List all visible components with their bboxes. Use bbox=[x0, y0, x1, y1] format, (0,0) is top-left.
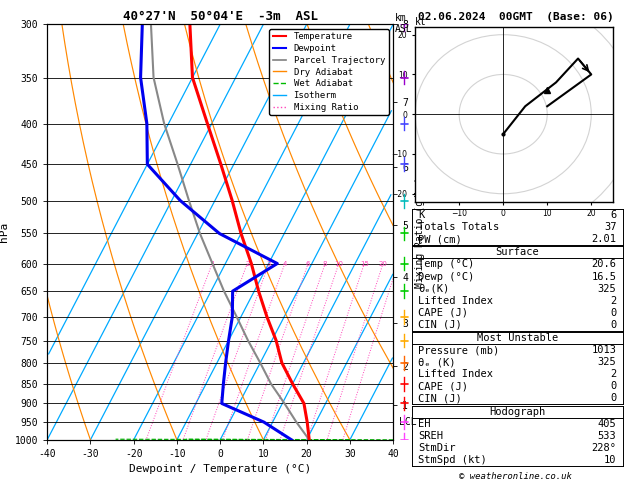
Text: StmDir: StmDir bbox=[418, 443, 456, 453]
Text: 4: 4 bbox=[282, 261, 287, 267]
Text: EH: EH bbox=[418, 418, 431, 429]
Text: 2: 2 bbox=[245, 261, 250, 267]
Text: Lifted Index: Lifted Index bbox=[418, 295, 493, 306]
Text: ASL: ASL bbox=[395, 24, 413, 35]
Text: kt: kt bbox=[415, 17, 427, 27]
Text: StmSpd (kt): StmSpd (kt) bbox=[418, 455, 487, 465]
Text: θₑ(K): θₑ(K) bbox=[418, 283, 450, 294]
Text: 8: 8 bbox=[323, 261, 328, 267]
Text: 2.01: 2.01 bbox=[591, 234, 616, 244]
Text: CAPE (J): CAPE (J) bbox=[418, 308, 469, 318]
Text: © weatheronline.co.uk: © weatheronline.co.uk bbox=[459, 472, 572, 481]
Text: Pressure (mb): Pressure (mb) bbox=[418, 345, 499, 355]
Text: θₑ (K): θₑ (K) bbox=[418, 357, 456, 367]
Text: 20: 20 bbox=[379, 261, 387, 267]
Text: Temp (°C): Temp (°C) bbox=[418, 260, 474, 269]
Text: 405: 405 bbox=[598, 418, 616, 429]
Title: 40°27'N  50°04'E  -3m  ASL: 40°27'N 50°04'E -3m ASL bbox=[123, 10, 318, 23]
Text: 02.06.2024  00GMT  (Base: 06): 02.06.2024 00GMT (Base: 06) bbox=[418, 12, 614, 22]
Text: 0: 0 bbox=[610, 381, 616, 391]
Text: 37: 37 bbox=[604, 222, 616, 232]
Text: 533: 533 bbox=[598, 431, 616, 441]
X-axis label: Dewpoint / Temperature (°C): Dewpoint / Temperature (°C) bbox=[129, 465, 311, 474]
Text: CAPE (J): CAPE (J) bbox=[418, 381, 469, 391]
Y-axis label: Mixing Ratio (g/kg): Mixing Ratio (g/kg) bbox=[415, 176, 425, 288]
Text: 3: 3 bbox=[267, 261, 271, 267]
Text: 0: 0 bbox=[610, 308, 616, 318]
Text: K: K bbox=[418, 210, 425, 220]
Text: 0: 0 bbox=[610, 393, 616, 403]
Text: 10: 10 bbox=[334, 261, 343, 267]
Text: 16.5: 16.5 bbox=[591, 272, 616, 281]
Text: Dewp (°C): Dewp (°C) bbox=[418, 272, 474, 281]
Text: 6: 6 bbox=[306, 261, 310, 267]
Text: Lifted Index: Lifted Index bbox=[418, 369, 493, 379]
Text: 1013: 1013 bbox=[591, 345, 616, 355]
Text: 20.6: 20.6 bbox=[591, 260, 616, 269]
Text: Most Unstable: Most Unstable bbox=[477, 333, 558, 343]
Text: LCL: LCL bbox=[399, 417, 416, 427]
Text: CIN (J): CIN (J) bbox=[418, 393, 462, 403]
Text: km: km bbox=[395, 13, 407, 23]
Text: 325: 325 bbox=[598, 357, 616, 367]
Text: Surface: Surface bbox=[496, 247, 539, 258]
Legend: Temperature, Dewpoint, Parcel Trajectory, Dry Adiabat, Wet Adiabat, Isotherm, Mi: Temperature, Dewpoint, Parcel Trajectory… bbox=[269, 29, 389, 115]
Text: PW (cm): PW (cm) bbox=[418, 234, 462, 244]
Text: SREH: SREH bbox=[418, 431, 443, 441]
Text: 10: 10 bbox=[604, 455, 616, 465]
Text: 15: 15 bbox=[360, 261, 369, 267]
Text: 6: 6 bbox=[610, 210, 616, 220]
Text: 2: 2 bbox=[610, 295, 616, 306]
Text: Totals Totals: Totals Totals bbox=[418, 222, 499, 232]
Text: 325: 325 bbox=[598, 283, 616, 294]
Text: 228°: 228° bbox=[591, 443, 616, 453]
Y-axis label: hPa: hPa bbox=[0, 222, 9, 242]
Text: 2: 2 bbox=[610, 369, 616, 379]
Text: 0: 0 bbox=[610, 320, 616, 330]
Text: CIN (J): CIN (J) bbox=[418, 320, 462, 330]
Text: 1: 1 bbox=[210, 261, 214, 267]
Text: Hodograph: Hodograph bbox=[489, 407, 545, 417]
